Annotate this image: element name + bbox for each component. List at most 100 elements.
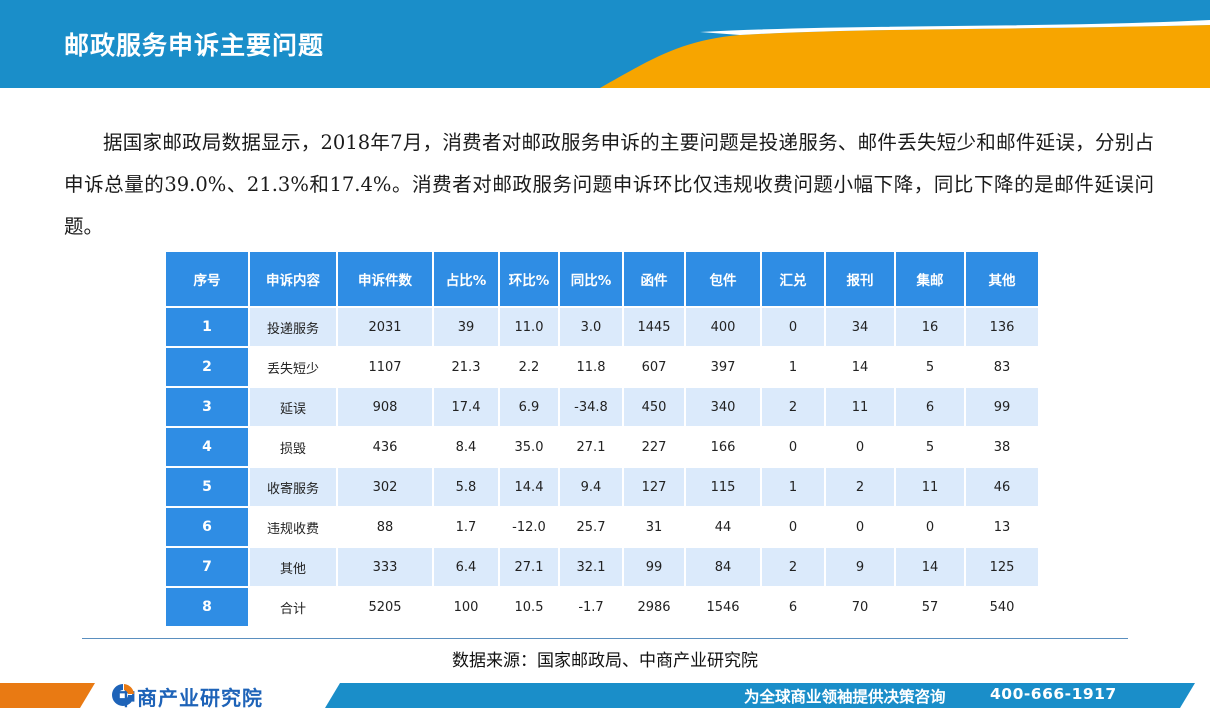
row-index-cell: 5: [166, 468, 250, 508]
table-cell: 44: [686, 508, 762, 548]
table-cell: 100: [434, 588, 500, 626]
footer-slogan: 为全球商业领袖提供决策咨询: [744, 688, 946, 706]
table-cell: 6: [762, 588, 826, 626]
table-cell: 99: [624, 548, 686, 588]
table-cell: 1: [762, 348, 826, 388]
table-cell: 99: [966, 388, 1038, 428]
table-cell: -12.0: [500, 508, 560, 548]
table-cell: 340: [686, 388, 762, 428]
table-header-cell: 其他: [966, 252, 1038, 308]
intro-paragraph: 据国家邮政局数据显示，2018年7月，消费者对邮政服务申诉的主要问题是投递服务、…: [64, 131, 1154, 238]
table-cell: -34.8: [560, 388, 624, 428]
table-cell: 投递服务: [250, 308, 338, 348]
table-row: 6 违规收费 88 1.7 -12.0 25.7 31 44 0 0 0 13: [166, 508, 1038, 548]
table-cell: 34: [826, 308, 896, 348]
table-cell: 25.7: [560, 508, 624, 548]
row-index-cell: 4: [166, 428, 250, 468]
complaint-table: 序号 申诉内容 申诉件数 占比% 环比% 同比% 函件 包件 汇兑 报刊 集邮 其他 1 投递服务 203…: [166, 252, 1038, 626]
table-cell: 14: [826, 348, 896, 388]
table-cell: 收寄服务: [250, 468, 338, 508]
table-cell: 35.0: [500, 428, 560, 468]
table-cell: 5.8: [434, 468, 500, 508]
table-cell: 3.0: [560, 308, 624, 348]
footer-phone: 400-666-1917: [990, 685, 1117, 703]
table-cell: 2: [762, 548, 826, 588]
row-index-cell: 1: [166, 308, 250, 348]
company-logo: 中商产业研究院: [110, 682, 263, 710]
footer-bar: 中商产业研究院 为全球商业领袖提供决策咨询 400-666-1917: [0, 680, 1210, 711]
table-cell: 2: [762, 388, 826, 428]
table-cell: 1546: [686, 588, 762, 626]
table-cell: 9: [826, 548, 896, 588]
table-header-cell: 汇兑: [762, 252, 826, 308]
table-cell: 31: [624, 508, 686, 548]
table-cell: 32.1: [560, 548, 624, 588]
table-cell: 302: [338, 468, 434, 508]
table-cell: 400: [686, 308, 762, 348]
table-cell: 70: [826, 588, 896, 626]
zhongshang-logo-icon: [112, 684, 134, 706]
table-header-cell: 函件: [624, 252, 686, 308]
page-title: 邮政服务申诉主要问题: [64, 31, 325, 60]
table-cell: 6.9: [500, 388, 560, 428]
table-cell: 14.4: [500, 468, 560, 508]
table-row: 4 损毁 436 8.4 35.0 27.1 227 166 0 0 5 38: [166, 428, 1038, 468]
table-cell: 21.3: [434, 348, 500, 388]
table-cell: 11: [896, 468, 966, 508]
table-cell: 227: [624, 428, 686, 468]
table-cell: 5205: [338, 588, 434, 626]
table-row: 3 延误 908 17.4 6.9 -34.8 450 340 2 11 6 99: [166, 388, 1038, 428]
table-cell: 2031: [338, 308, 434, 348]
row-index-cell: 8: [166, 588, 250, 626]
table-cell: -1.7: [560, 588, 624, 626]
table-cell: 125: [966, 548, 1038, 588]
table-cell: 11: [826, 388, 896, 428]
table-cell: 11.8: [560, 348, 624, 388]
table-cell: 14: [896, 548, 966, 588]
table-cell: 57: [896, 588, 966, 626]
table-header-row: 序号 申诉内容 申诉件数 占比% 环比% 同比% 函件 包件 汇兑 报刊 集邮 其他: [166, 252, 1038, 308]
table-cell: 908: [338, 388, 434, 428]
table-cell: 16: [896, 308, 966, 348]
table-cell: 46: [966, 468, 1038, 508]
table-row: 2 丢失短少 1107 21.3 2.2 11.8 607 397 1 14 5 83: [166, 348, 1038, 388]
row-index-cell: 3: [166, 388, 250, 428]
table-cell: 2986: [624, 588, 686, 626]
table-cell: 2: [826, 468, 896, 508]
table-cell: 1445: [624, 308, 686, 348]
table-cell: 333: [338, 548, 434, 588]
table-cell: 9.4: [560, 468, 624, 508]
table-cell: 5: [896, 348, 966, 388]
table-cell: 0: [762, 308, 826, 348]
company-name: 中商产业研究院: [116, 685, 263, 710]
table-cell: 违规收费: [250, 508, 338, 548]
table-cell: 1.7: [434, 508, 500, 548]
table-header-cell: 报刊: [826, 252, 896, 308]
table-cell: 5: [896, 428, 966, 468]
footer-background: [0, 683, 1195, 708]
table-cell: 84: [686, 548, 762, 588]
table-cell: 延误: [250, 388, 338, 428]
table-cell: 436: [338, 428, 434, 468]
table-header-cell: 申诉内容: [250, 252, 338, 308]
table-header-cell: 申诉件数: [338, 252, 434, 308]
table-cell: 115: [686, 468, 762, 508]
row-index-cell: 6: [166, 508, 250, 548]
row-index-cell: 7: [166, 548, 250, 588]
row-index-cell: 2: [166, 348, 250, 388]
table-header-cell: 环比%: [500, 252, 560, 308]
table-cell: 39: [434, 308, 500, 348]
table-header-cell: 同比%: [560, 252, 624, 308]
table-cell: 合计: [250, 588, 338, 626]
table-cell: 540: [966, 588, 1038, 626]
table-cell: 397: [686, 348, 762, 388]
table-cell: 其他: [250, 548, 338, 588]
table-cell: 10.5: [500, 588, 560, 626]
table-cell: 27.1: [560, 428, 624, 468]
table-cell: 83: [966, 348, 1038, 388]
header-background: [0, 0, 1210, 88]
table-row: 8 合计 5205 100 10.5 -1.7 2986 1546 6 70 57 540: [166, 588, 1038, 626]
table-row: 5 收寄服务 302 5.8 14.4 9.4 127 115 1 2 11 46: [166, 468, 1038, 508]
table-cell: 2.2: [500, 348, 560, 388]
table-header-cell: 集邮: [896, 252, 966, 308]
